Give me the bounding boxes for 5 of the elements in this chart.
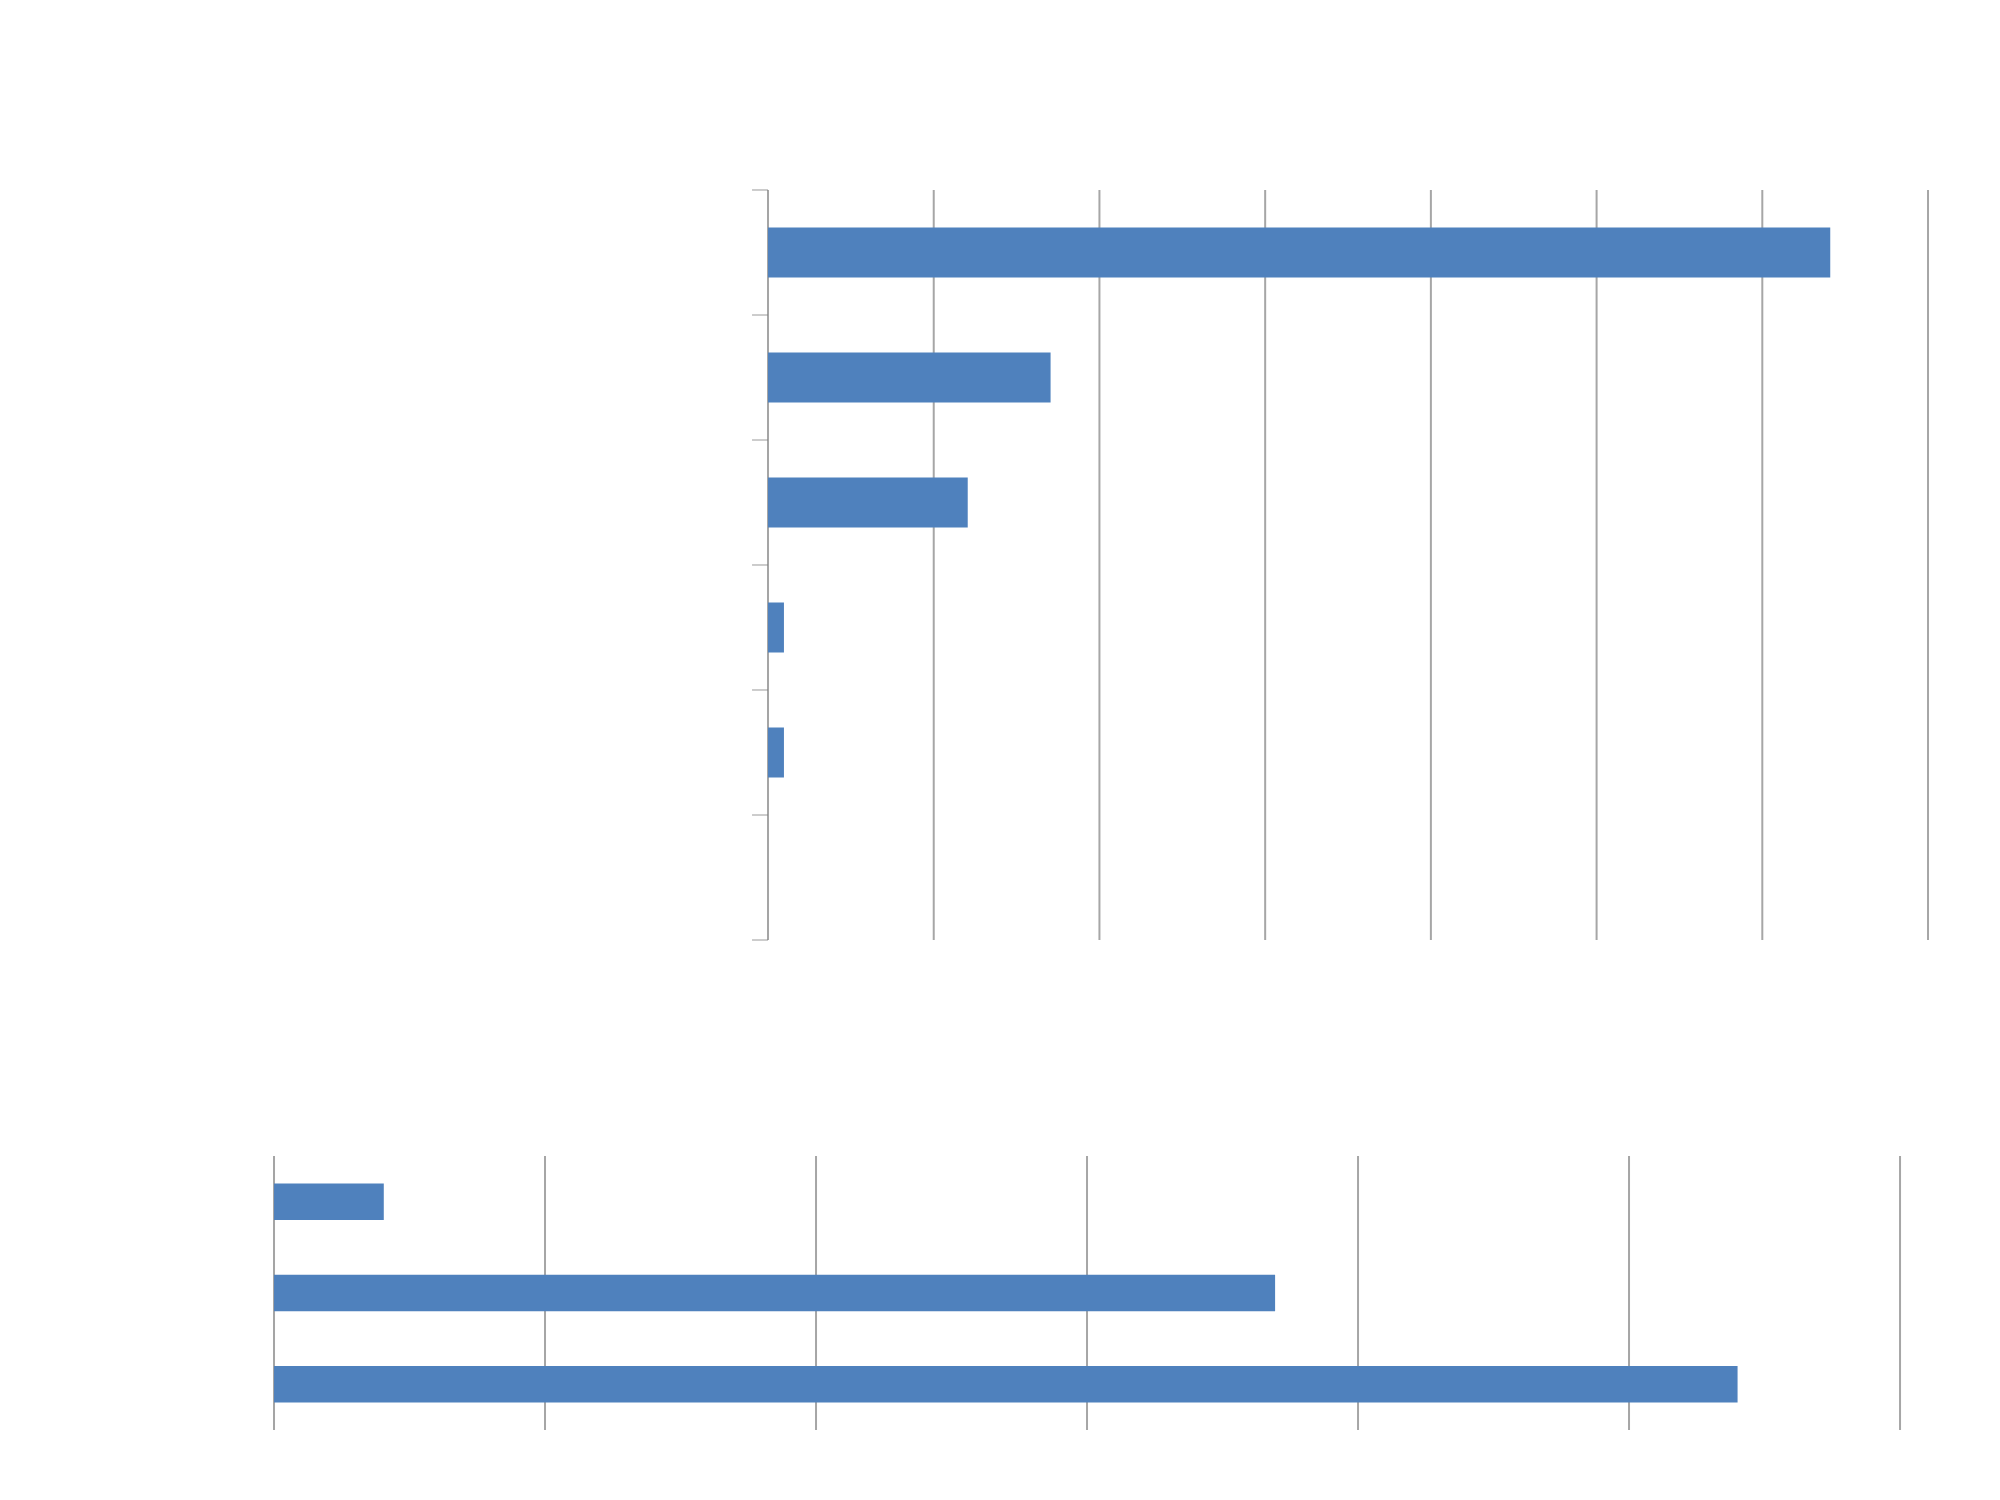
bar bbox=[768, 602, 784, 653]
bar bbox=[768, 227, 1831, 278]
bar bbox=[768, 477, 968, 528]
bar bbox=[768, 352, 1051, 403]
bar bbox=[768, 727, 784, 778]
